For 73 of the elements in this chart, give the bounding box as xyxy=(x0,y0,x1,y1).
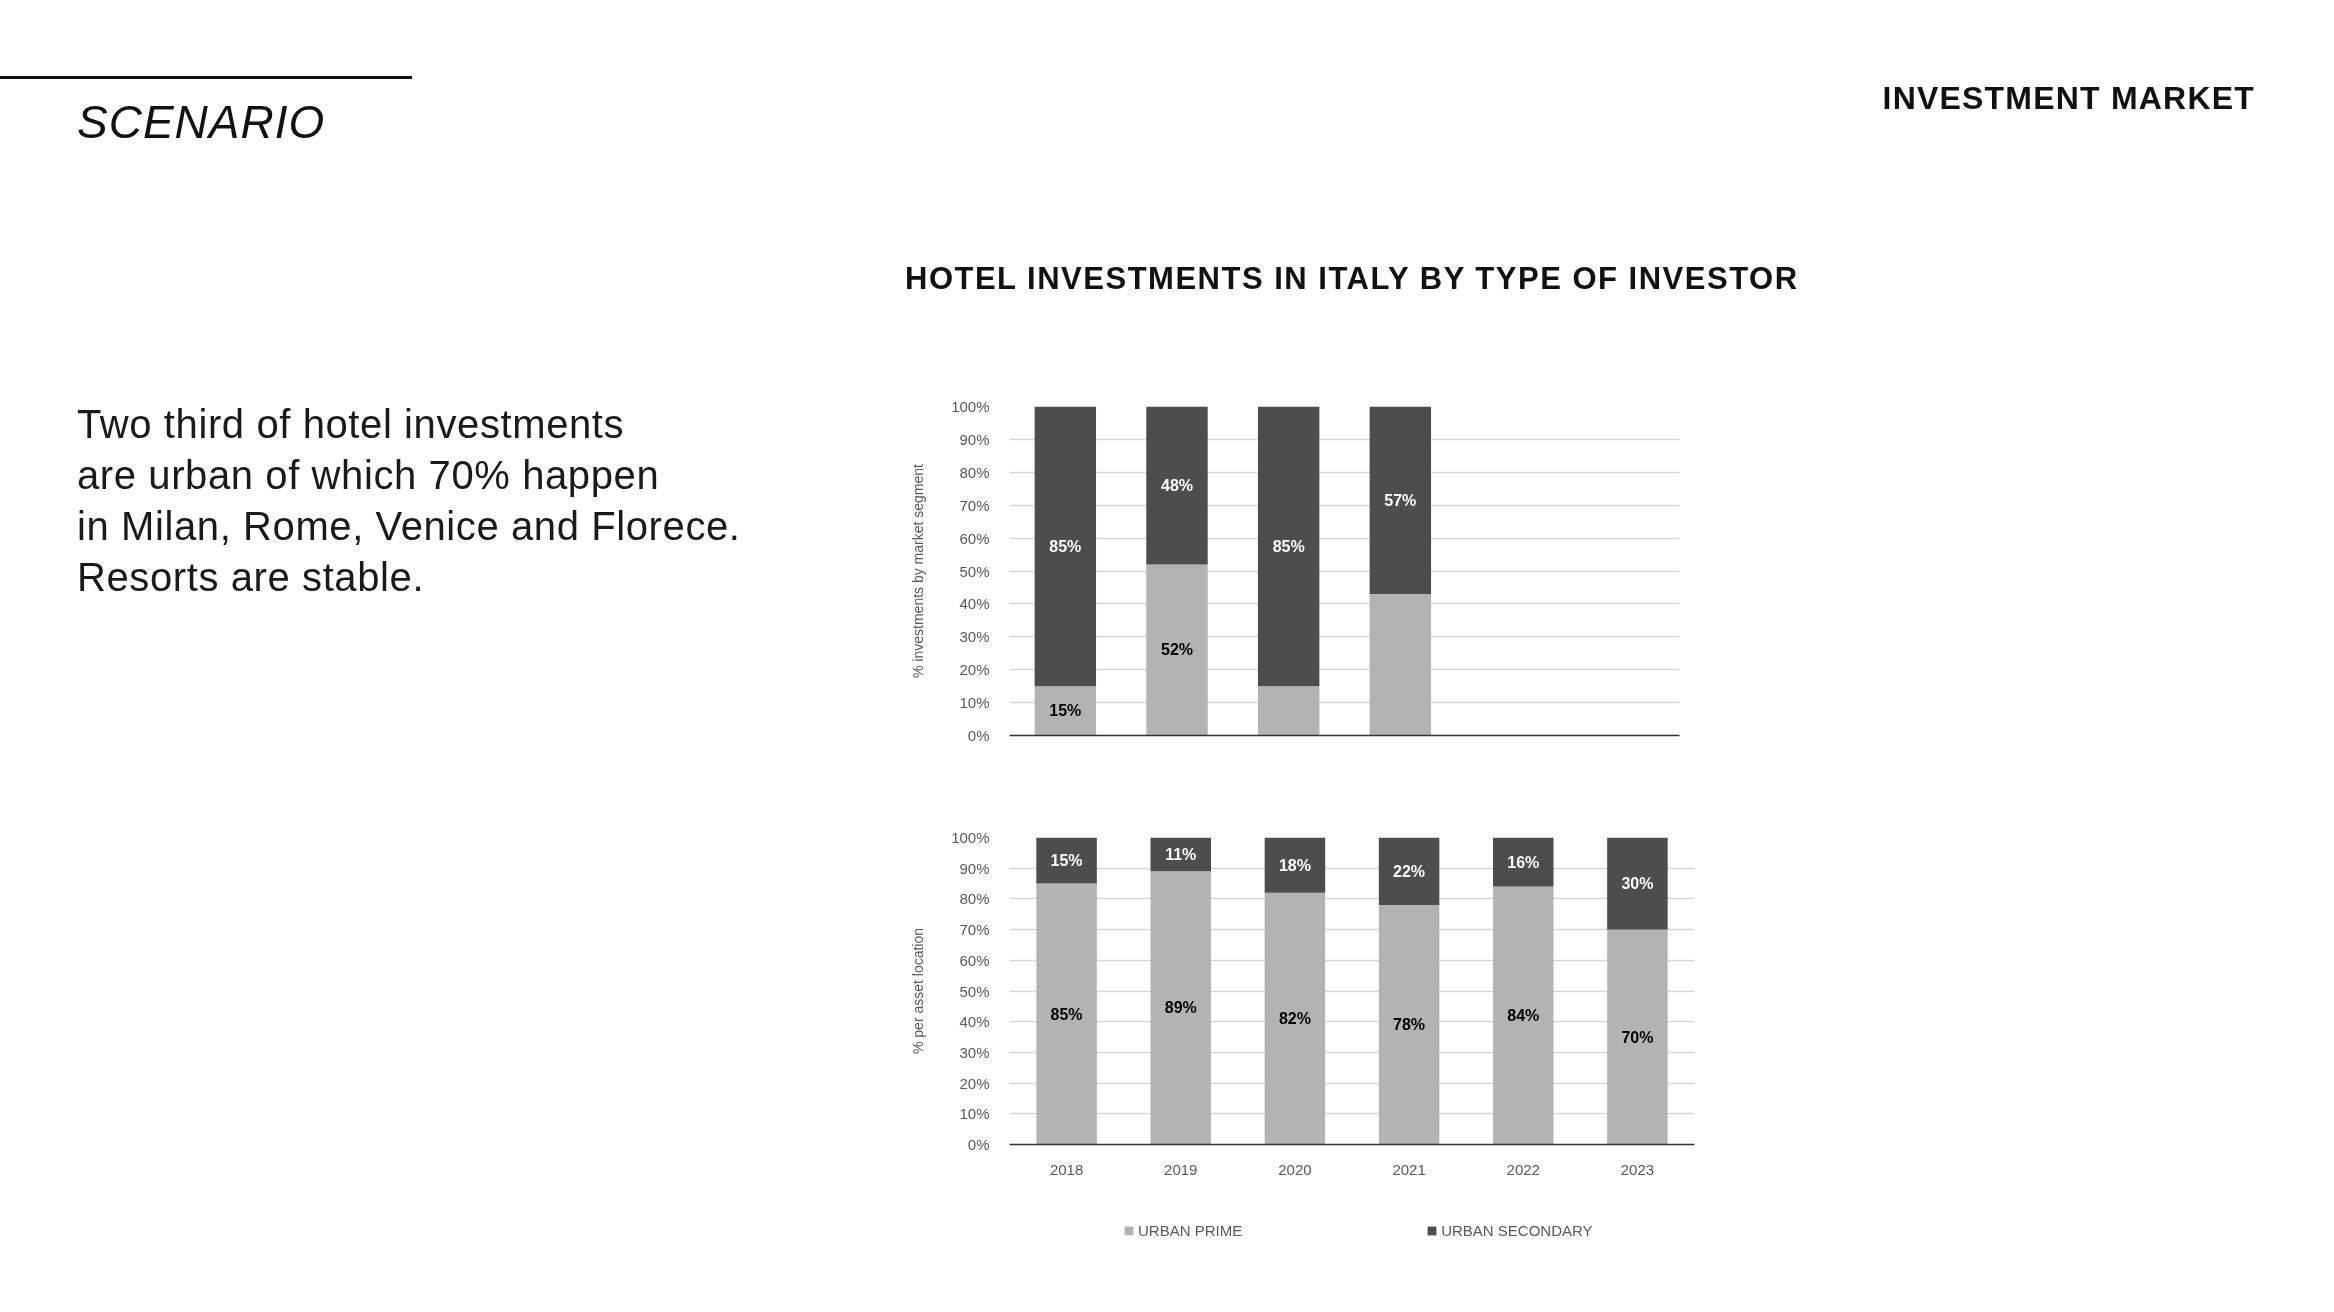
y-tick-label: 70% xyxy=(959,496,990,514)
bar xyxy=(1034,406,1097,687)
data-label: 85% xyxy=(1272,537,1305,555)
data-label: 22% xyxy=(1393,862,1426,880)
y-tick-label: 20% xyxy=(959,1074,990,1092)
data-label: 52% xyxy=(1160,641,1194,659)
data-label: 85% xyxy=(1049,537,1082,555)
x-tick-label: 2023 xyxy=(1620,1160,1655,1178)
bar xyxy=(1257,686,1320,736)
data-label: 78% xyxy=(1393,1016,1426,1034)
text: INVESTMENT MARKET xyxy=(1881,79,2255,117)
y-tick-label: 40% xyxy=(959,1013,990,1031)
x-tick-label: 2020 xyxy=(1278,1160,1312,1178)
data-label: 57% xyxy=(1384,491,1417,509)
data-label: 15% xyxy=(1050,852,1083,870)
y-tick-label: 40% xyxy=(959,595,990,613)
y-tick-label: 20% xyxy=(959,661,990,679)
data-label: 82% xyxy=(1278,1010,1311,1028)
data-label: 85% xyxy=(1050,1005,1083,1023)
data-label: 70% xyxy=(1621,1028,1654,1046)
y-tick-label: 60% xyxy=(959,951,990,969)
bar xyxy=(1607,929,1668,1145)
y-tick-label: 0% xyxy=(967,1136,990,1153)
bar xyxy=(1264,837,1326,893)
bar xyxy=(1378,837,1440,906)
bar xyxy=(1036,837,1097,884)
bar xyxy=(1146,564,1208,736)
data-label: 15% xyxy=(1049,702,1082,720)
y-tick-label: 10% xyxy=(959,1105,990,1123)
y-tick-label: 100% xyxy=(951,829,990,846)
y-tick-label: 60% xyxy=(959,529,990,547)
bar xyxy=(1493,837,1554,887)
bar xyxy=(1369,406,1432,595)
bar xyxy=(1257,406,1320,687)
y-tick-label: 0% xyxy=(967,727,990,744)
data-label: 48% xyxy=(1160,476,1194,494)
y-tick-label: 90% xyxy=(959,430,990,448)
y-tick-label: 80% xyxy=(959,463,990,481)
legend-label: URBAN PRIME xyxy=(1138,1222,1243,1239)
x-tick-label: 2019 xyxy=(1164,1160,1198,1178)
x-tick-label: 2018 xyxy=(1049,1160,1084,1178)
data-label: 16% xyxy=(1507,853,1540,871)
y-tick-label: 100% xyxy=(951,398,990,415)
bar xyxy=(1369,594,1432,736)
y-tick-label: 80% xyxy=(959,890,990,908)
bar xyxy=(1264,892,1326,1145)
y-axis-title: % investments by market segment xyxy=(910,463,927,678)
y-tick-label: 90% xyxy=(959,859,990,877)
bar xyxy=(1036,883,1097,1145)
data-label: 30% xyxy=(1621,875,1654,893)
data-label: 89% xyxy=(1164,999,1197,1017)
bar xyxy=(1034,686,1097,736)
bar xyxy=(1146,406,1208,565)
y-tick-label: 30% xyxy=(959,628,990,646)
text: Two third of hotel investments are urban of which 70% happen in Milan, Rome, Venice and Florece. Resorts are stable. xyxy=(77,401,742,601)
bar xyxy=(1150,871,1211,1145)
text: SCENARIO xyxy=(77,96,327,148)
chart-title: HOTEL INVESTMENTS IN ITALY BY TYPE OF INVESTOR xyxy=(905,260,1799,297)
bar xyxy=(1378,905,1440,1145)
data-label: 18% xyxy=(1278,856,1311,874)
y-tick-label: 30% xyxy=(959,1043,990,1061)
x-tick-label: 2022 xyxy=(1506,1160,1540,1178)
bar xyxy=(1607,837,1668,930)
legend-label: URBAN SECONDARY xyxy=(1441,1222,1593,1239)
data-label: 84% xyxy=(1507,1007,1540,1025)
y-tick-label: 10% xyxy=(959,694,990,712)
x-tick-label: 2021 xyxy=(1392,1160,1426,1178)
data-label: 11% xyxy=(1165,845,1197,863)
y-tick-label: 50% xyxy=(959,982,990,1000)
y-tick-label: 50% xyxy=(959,562,990,580)
y-axis-title: % per asset location xyxy=(910,927,927,1055)
y-tick-label: 70% xyxy=(959,921,990,939)
bar xyxy=(1493,886,1554,1145)
